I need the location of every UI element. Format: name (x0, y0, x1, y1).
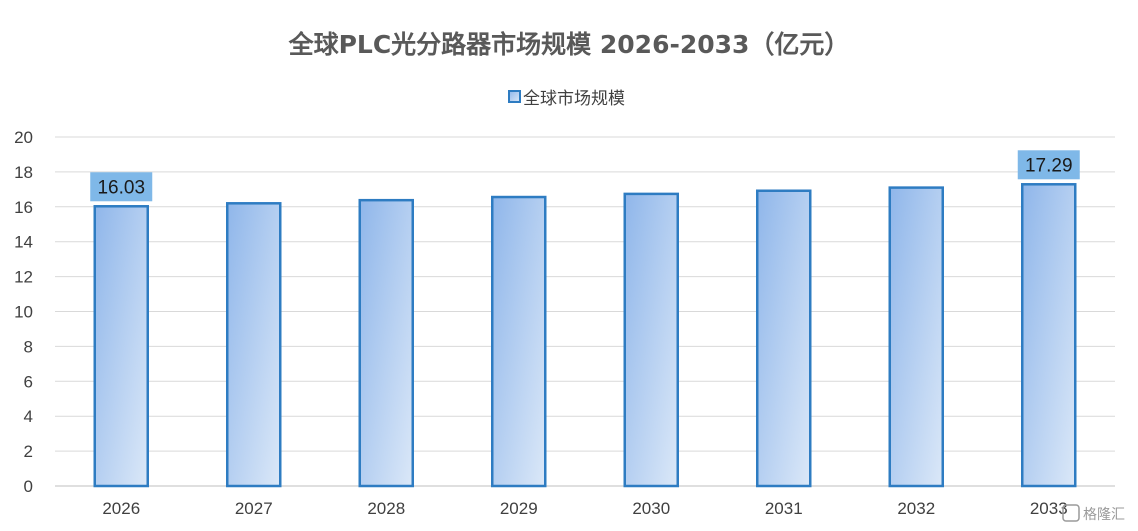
watermark-text: 格隆汇 (1083, 507, 1125, 523)
watermark-logo-icon (1062, 504, 1080, 522)
y-tick-label: 14 (14, 233, 33, 252)
data-label: 17.29 (1025, 155, 1073, 176)
y-tick-label: 0 (24, 477, 33, 496)
bar (226, 202, 282, 488)
legend: 全球市场规模 (508, 89, 625, 109)
legend-swatch (508, 90, 521, 103)
data-labels: 16.03 17.29 (90, 150, 1080, 202)
bar (623, 192, 679, 488)
bars (93, 183, 1077, 488)
bar (1021, 183, 1077, 488)
bar (93, 205, 149, 488)
x-tick-label: 2026 (102, 499, 140, 518)
chart-title: 全球PLC光分路器市场规模 2026-2033（亿元） (288, 30, 850, 59)
bar (888, 186, 944, 488)
y-axis-ticks: 0 2 4 6 8 10 12 14 16 18 20 (14, 128, 33, 496)
y-tick-label: 4 (24, 407, 33, 426)
x-tick-label: 2028 (367, 499, 405, 518)
watermark: 格隆汇 (1062, 504, 1125, 523)
legend-label: 全球市场规模 (523, 89, 625, 109)
x-tick-label: 2031 (765, 499, 803, 518)
bar (491, 195, 547, 488)
x-tick-label: 2029 (500, 499, 538, 518)
y-tick-label: 20 (14, 128, 33, 147)
x-tick-label: 2027 (235, 499, 273, 518)
x-tick-label: 2033 (1030, 499, 1068, 518)
y-tick-label: 16 (14, 198, 33, 217)
gridlines (55, 136, 1115, 487)
bar (756, 189, 812, 488)
y-tick-label: 6 (24, 372, 33, 391)
x-axis-ticks: 2026 2027 2028 2029 2030 2031 2032 2033 (102, 499, 1067, 518)
bar (358, 198, 414, 488)
y-tick-label: 2 (24, 442, 33, 461)
data-label-box (90, 172, 153, 202)
data-label: 16.03 (97, 177, 145, 198)
y-tick-label: 10 (14, 303, 33, 322)
x-tick-label: 2030 (632, 499, 670, 518)
data-label-box (1017, 150, 1080, 180)
y-tick-label: 8 (24, 337, 33, 356)
x-tick-label: 2032 (897, 499, 935, 518)
y-tick-label: 18 (14, 163, 33, 182)
y-tick-label: 12 (14, 268, 33, 287)
